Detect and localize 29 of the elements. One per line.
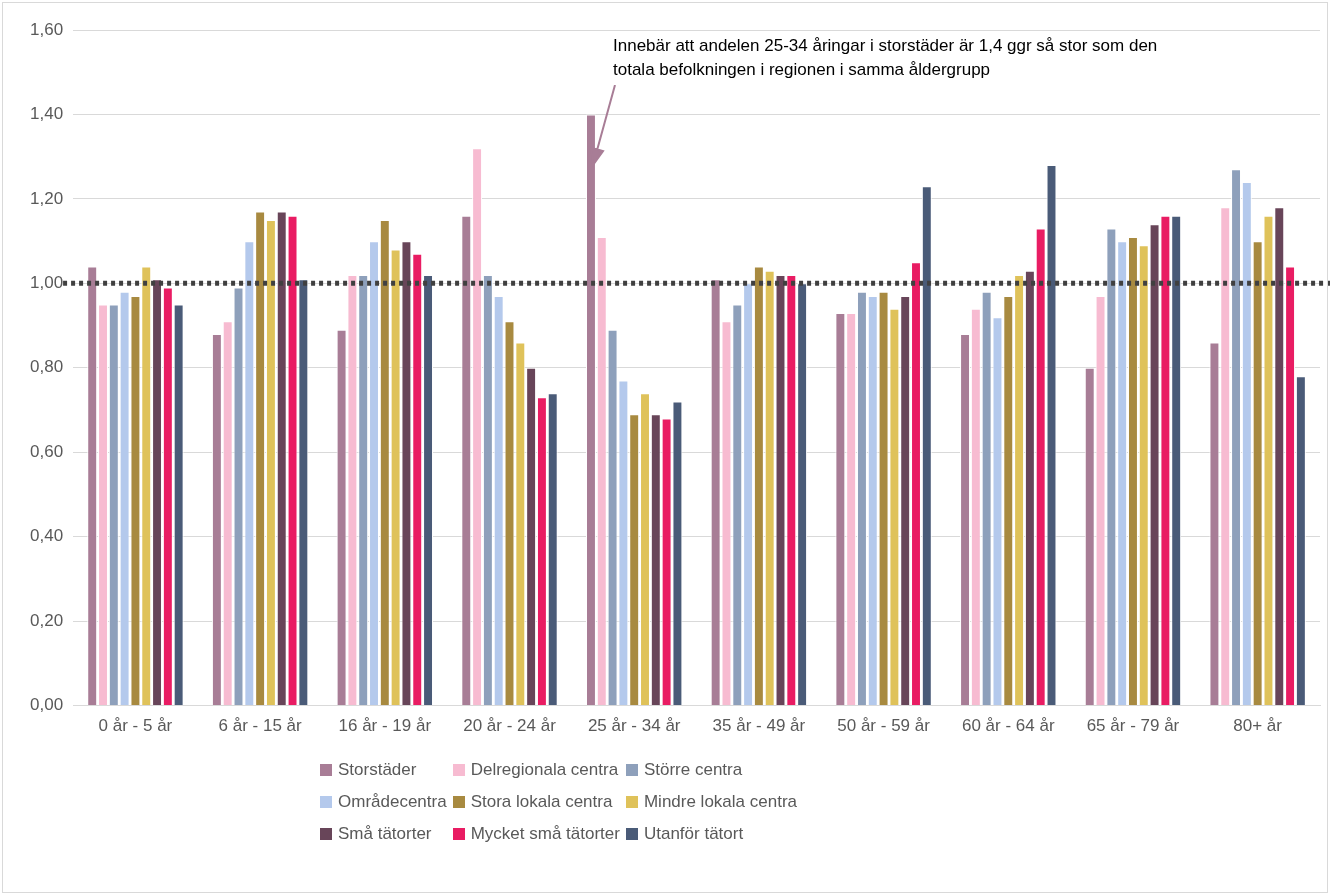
legend-label: Storstäder	[338, 760, 417, 780]
x-tick-label: 50 år - 59 år	[837, 716, 931, 736]
y-tick-label: 1,00	[29, 273, 64, 293]
y-tick-label: 0,80	[29, 357, 64, 377]
x-tick-label: 20 år - 24 år	[463, 716, 557, 736]
y-tick-label: 1,20	[29, 188, 64, 208]
y-tick-label: 0,40	[29, 526, 64, 546]
x-tick-label: 80+ år	[1233, 716, 1283, 736]
y-tick-label: 0,20	[29, 610, 64, 630]
x-tick-label: 0 år - 5 år	[98, 716, 173, 736]
y-tick-label: 1,40	[29, 104, 64, 124]
legend-label: Större centra	[643, 760, 743, 780]
y-tick-label: 0,60	[29, 441, 64, 461]
legend-label: Stora lokala centra	[470, 792, 613, 812]
annotation: Innebär att andelen 25-34 åringar i storstäder är 1,4 ggr så stor som den totala befolkningen i regionen i samma åldergrupp	[613, 36, 1158, 80]
x-tick-label: 35 år - 49 år	[712, 716, 806, 736]
x-tick-label: 16 år - 19 år	[338, 716, 432, 736]
x-tick-label: 6 år - 15 år	[218, 716, 303, 736]
legend-label: Små tätorter	[338, 824, 432, 844]
legend-label: Mindre lokala centra	[643, 792, 798, 812]
y-tick-label: 0,00	[29, 695, 64, 715]
legend-label: Utanför tätort	[643, 824, 744, 844]
x-tick-label: 60 år - 64 år	[961, 716, 1055, 736]
legend-label: Mycket små tätorter	[470, 824, 620, 844]
legend-label: Områdecentra	[338, 792, 447, 812]
y-tick-label: 1,60	[29, 19, 64, 39]
legend-label: Delregionala centra	[470, 760, 619, 780]
x-tick-label: 25 år - 34 år	[587, 716, 681, 736]
x-tick-label: 65 år - 79 år	[1086, 716, 1180, 736]
